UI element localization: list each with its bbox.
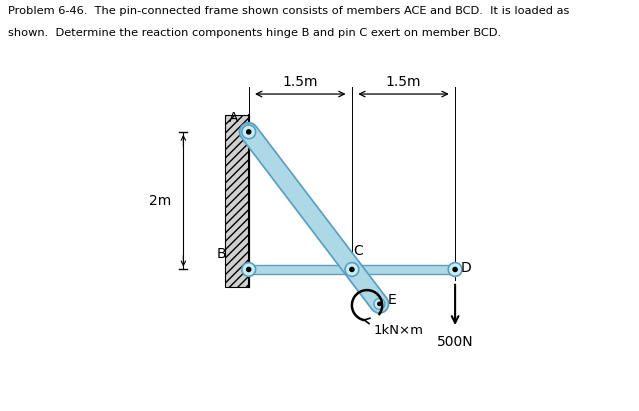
Circle shape [374,298,385,309]
Text: A: A [229,111,238,125]
Text: Problem 6-46.  The pin-connected frame shown consists of members ACE and BCD.  I: Problem 6-46. The pin-connected frame sh… [8,6,569,16]
Circle shape [242,263,256,276]
Text: 2m: 2m [149,194,171,208]
Text: shown.  Determine the reaction components hinge B and pin C exert on member BCD.: shown. Determine the reaction components… [8,28,501,38]
Circle shape [448,263,462,276]
Text: 500N: 500N [437,335,473,349]
Text: D: D [461,261,472,275]
Polygon shape [225,115,249,287]
Circle shape [350,268,354,272]
Circle shape [247,130,250,134]
Text: 1kN×m: 1kN×m [374,324,424,337]
Text: 1.5m: 1.5m [282,74,318,88]
Text: 1.5m: 1.5m [386,74,421,88]
Circle shape [242,125,256,139]
Circle shape [247,268,250,272]
Circle shape [345,263,358,276]
Text: E: E [388,293,396,307]
Circle shape [378,302,381,305]
Text: B: B [217,247,227,261]
Text: C: C [353,244,363,258]
Polygon shape [249,265,455,274]
Circle shape [453,268,457,272]
